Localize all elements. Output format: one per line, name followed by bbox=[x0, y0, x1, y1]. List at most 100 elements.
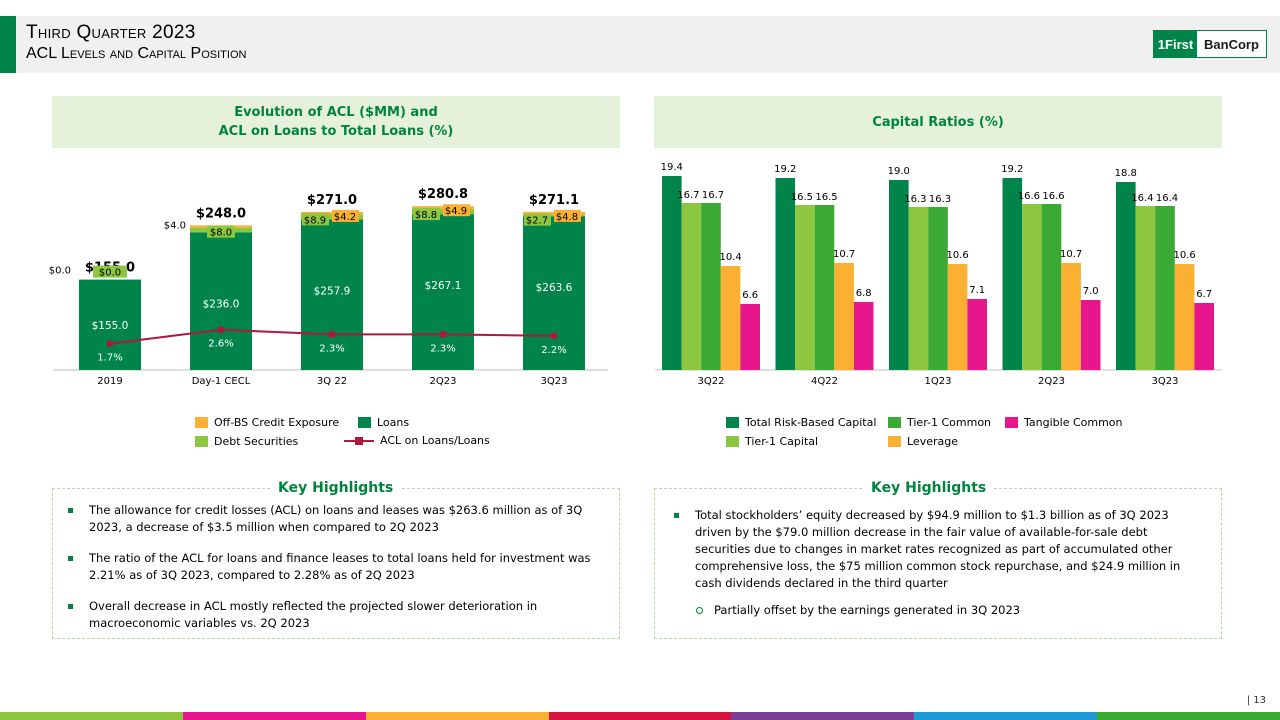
bar-tier1-capital bbox=[1135, 206, 1156, 370]
data-label-bg-debt bbox=[524, 213, 551, 226]
legend-label-loans: Loans bbox=[377, 416, 410, 429]
data-label-tangible-common: 6.6 bbox=[742, 290, 758, 301]
capital-panel-title: Capital Ratios (%) bbox=[654, 96, 1222, 148]
bar-debt-securities bbox=[301, 214, 363, 220]
data-label-tier1-capital: 16.5 bbox=[791, 192, 813, 203]
bar-tier1-common bbox=[928, 207, 948, 370]
footer-stripe-segment bbox=[914, 712, 1098, 720]
x-tick-label: 2Q23 bbox=[430, 376, 457, 387]
data-label-acl-ratio: 2.3% bbox=[430, 343, 455, 354]
data-label-bg-off-bs bbox=[332, 209, 359, 222]
data-label-loans: $263.6 bbox=[536, 282, 573, 294]
left-highlight-item: The allowance for credit losses (ACL) on… bbox=[66, 502, 596, 536]
bar-tier1-common bbox=[1041, 204, 1062, 370]
circle-bullet-icon bbox=[696, 607, 703, 614]
bar-tier1-capital bbox=[681, 203, 702, 370]
legend-swatch-loans bbox=[358, 417, 371, 428]
bar-tier1-common bbox=[814, 205, 835, 370]
legend-item-tier1-common: Tier-1 Common bbox=[888, 416, 991, 429]
legend-label-tangible-common: Tangible Common bbox=[1024, 416, 1123, 429]
page-subtitle: ACL Levels and Capital Position bbox=[26, 45, 247, 62]
data-label-tier1-capital: 16.7 bbox=[677, 190, 699, 201]
data-label-leverage: 10.7 bbox=[833, 249, 855, 260]
bar-leverage bbox=[720, 266, 741, 370]
bar-leverage bbox=[1061, 263, 1081, 370]
x-tick-label: Day-1 CECL bbox=[192, 376, 251, 387]
capital-panel-title-text: Capital Ratios (%) bbox=[872, 114, 1004, 130]
data-label-debt-securities: $0.0 bbox=[99, 268, 121, 279]
data-label-debt-securities: $8.9 bbox=[304, 215, 326, 226]
data-label-leverage: 10.6 bbox=[1173, 250, 1195, 261]
legend-swatch-tier1-capital bbox=[726, 436, 739, 447]
acl-ratio-point bbox=[329, 331, 335, 338]
legend-label-off-bs: Off-BS Credit Exposure bbox=[214, 416, 340, 429]
acl-panel-title-line1: Evolution of ACL ($MM) and bbox=[234, 105, 438, 120]
data-label-debt-securities: $8.0 bbox=[210, 228, 232, 239]
x-tick-label: 3Q 22 bbox=[317, 376, 347, 387]
data-label-bg-debt bbox=[302, 213, 329, 226]
legend-label-total-rbc: Total Risk-Based Capital bbox=[745, 416, 877, 429]
right-highlight-text: Total stockholders’ equity decreased by … bbox=[695, 508, 1181, 590]
data-label-acl-ratio: 1.7% bbox=[97, 353, 122, 364]
legend-item-acl-line: ACL on Loans/Loans bbox=[344, 434, 490, 447]
data-label-tier1-common: 16.4 bbox=[1156, 193, 1178, 204]
x-tick-label: 4Q22 bbox=[811, 376, 838, 387]
bar-total-risk-based-capital bbox=[889, 180, 909, 370]
bar-tangible-common bbox=[1194, 303, 1214, 370]
acl-panel-title: Evolution of ACL ($MM) and ACL on Loans … bbox=[52, 96, 620, 148]
company-logo: 1First BanCorp bbox=[1153, 30, 1267, 58]
footer-stripe-segment bbox=[548, 712, 732, 720]
bar-loans bbox=[79, 279, 141, 370]
acl-ratio-point bbox=[440, 331, 446, 338]
legend-item-debt-securities: Debt Securities bbox=[195, 435, 298, 448]
bar-off-bs bbox=[190, 225, 252, 228]
data-label-bg-debt bbox=[207, 225, 235, 238]
bar-debt-securities bbox=[412, 209, 474, 215]
data-label-tier1-common: 16.5 bbox=[815, 192, 837, 203]
bar-off-bs bbox=[412, 206, 474, 210]
data-label-bg-off-bs bbox=[443, 204, 470, 217]
left-highlight-text: The ratio of the ACL for loans and finan… bbox=[89, 551, 591, 582]
legend-label-debt-securities: Debt Securities bbox=[214, 435, 299, 448]
footer-color-stripe bbox=[0, 712, 1280, 720]
bar-tier1-common bbox=[1155, 206, 1175, 370]
legend-swatch-leverage bbox=[888, 436, 901, 447]
data-label-off-bs: $4.0 bbox=[164, 220, 186, 231]
data-label-bg-debt bbox=[413, 208, 440, 221]
bar-tangible-common bbox=[1080, 300, 1101, 370]
bar-loans bbox=[301, 219, 363, 370]
x-tick-label: 1Q23 bbox=[925, 376, 952, 387]
bar-off-bs bbox=[301, 211, 363, 215]
header-bar bbox=[0, 16, 1280, 73]
data-label-loans: $257.9 bbox=[314, 286, 351, 298]
bar-debt-securities bbox=[523, 214, 585, 217]
left-highlight-item: The ratio of the ACL for loans and finan… bbox=[66, 550, 596, 584]
data-label-off-bs: $4.9 bbox=[445, 206, 467, 217]
legend-label-tier1-common: Tier-1 Common bbox=[907, 416, 992, 429]
footer-stripe-segment bbox=[182, 712, 366, 720]
data-label-total: $271.0 bbox=[307, 193, 357, 208]
footer-stripe-segment bbox=[365, 712, 549, 720]
data-label-tier1-common: 16.3 bbox=[929, 194, 951, 205]
x-tick-label: 2019 bbox=[97, 376, 122, 387]
data-label-tangible-common: 7.0 bbox=[1083, 286, 1099, 297]
data-label-off-bs: $0.0 bbox=[49, 266, 71, 277]
footer-stripe-segment bbox=[731, 712, 915, 720]
bar-tier1-common bbox=[701, 203, 721, 370]
data-label-debt-securities: $8.8 bbox=[415, 210, 437, 221]
bar-tier1-capital bbox=[908, 207, 929, 370]
legend-item-off-bs: Off-BS Credit Exposure bbox=[195, 416, 339, 429]
data-label-total-risk-based-capital: 19.0 bbox=[888, 166, 910, 177]
bar-leverage bbox=[1174, 264, 1195, 370]
legend-swatch-off-bs bbox=[195, 417, 208, 428]
data-label-total: $155.0 bbox=[85, 261, 135, 276]
data-label-total-risk-based-capital: 19.4 bbox=[661, 162, 683, 173]
left-key-highlights-list: The allowance for credit losses (ACL) on… bbox=[66, 502, 596, 632]
data-label-off-bs: $4.2 bbox=[334, 212, 356, 223]
bullet-icon bbox=[674, 513, 679, 518]
legend-item-tangible-common: Tangible Common bbox=[1005, 416, 1123, 429]
legend-item-total-rbc: Total Risk-Based Capital bbox=[726, 416, 876, 429]
data-label-total: $280.8 bbox=[418, 187, 468, 202]
x-tick-label: 3Q22 bbox=[698, 376, 725, 387]
right-highlight-item: Total stockholders’ equity decreased by … bbox=[672, 507, 1202, 592]
